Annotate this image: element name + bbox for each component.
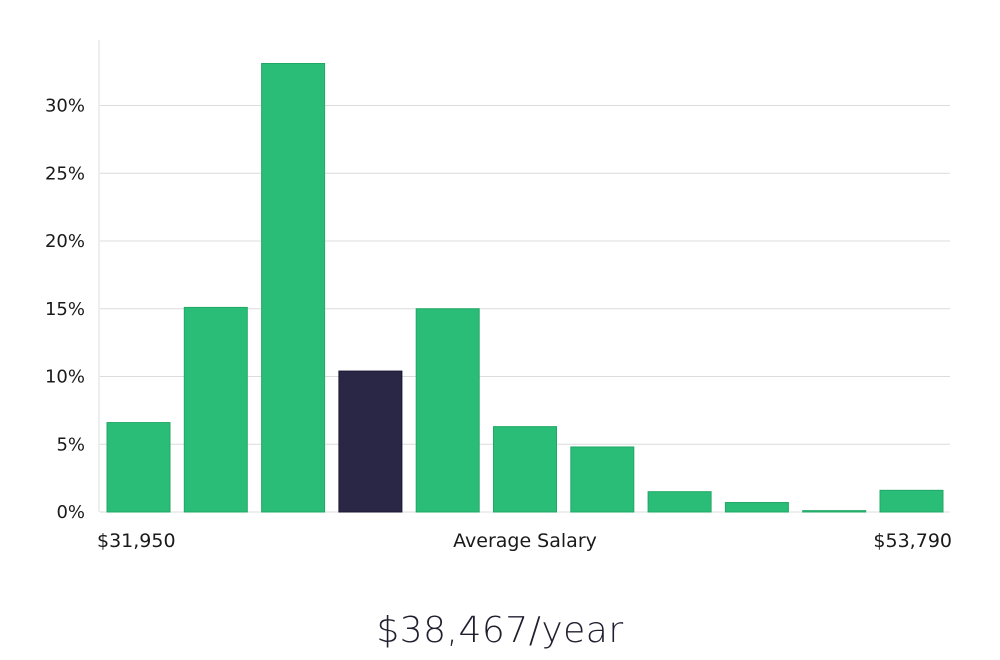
bar	[493, 426, 557, 513]
bar	[647, 491, 712, 513]
bar	[183, 306, 248, 513]
bar	[879, 489, 944, 513]
bars	[106, 62, 944, 513]
y-tick-label: 25%	[45, 163, 85, 184]
x-max-label: $53,790	[873, 530, 952, 552]
y-tick-label: 30%	[45, 96, 85, 117]
bar	[261, 62, 326, 513]
bar	[570, 446, 635, 513]
y-tick-label: 10%	[45, 367, 85, 388]
x-axis-title: Average Salary	[453, 530, 597, 552]
x-min-label: $31,950	[97, 530, 176, 552]
bar	[106, 422, 171, 513]
bar-highlighted	[338, 370, 403, 513]
bar	[415, 308, 480, 513]
y-tick-label: 5%	[56, 434, 85, 455]
y-tick-label: 0%	[56, 502, 85, 523]
y-tick-label: 15%	[45, 299, 85, 320]
average-salary-value: $38,467/year	[376, 610, 624, 651]
y-tick-label: 20%	[45, 231, 85, 252]
y-tick-labels: 0% 5% 10% 15% 20% 25% 30%	[45, 96, 85, 524]
bar	[802, 510, 867, 513]
salary-histogram: 0% 5% 10% 15% 20% 25% 30% $31,950 Average Sala…	[45, 40, 952, 552]
bar	[724, 502, 789, 513]
